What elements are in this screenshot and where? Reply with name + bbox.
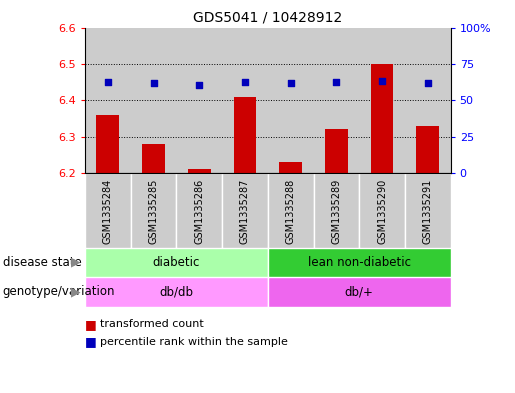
Bar: [131, 173, 176, 248]
Point: [286, 80, 295, 86]
Bar: [85, 277, 268, 307]
Bar: [279, 162, 302, 173]
Bar: [416, 126, 439, 173]
Bar: [314, 173, 359, 248]
Text: GSM1335289: GSM1335289: [331, 179, 341, 244]
Text: GSM1335285: GSM1335285: [148, 179, 159, 244]
Text: ▶: ▶: [71, 285, 80, 298]
Bar: [268, 248, 451, 277]
Text: disease state: disease state: [3, 256, 81, 269]
Bar: [268, 28, 314, 173]
Bar: [222, 28, 268, 173]
Bar: [405, 28, 451, 173]
Text: GSM1335284: GSM1335284: [103, 179, 113, 244]
Bar: [268, 277, 451, 307]
Bar: [85, 248, 268, 277]
Text: lean non-diabetic: lean non-diabetic: [307, 256, 410, 269]
Bar: [85, 173, 131, 248]
Point: [241, 79, 249, 85]
Bar: [371, 64, 393, 173]
Point: [378, 77, 386, 84]
Bar: [359, 28, 405, 173]
Bar: [131, 28, 176, 173]
Bar: [188, 169, 211, 173]
Text: diabetic: diabetic: [153, 256, 200, 269]
Bar: [85, 28, 131, 173]
Title: GDS5041 / 10428912: GDS5041 / 10428912: [193, 11, 342, 25]
Text: GSM1335286: GSM1335286: [194, 179, 204, 244]
Bar: [142, 144, 165, 173]
Point: [424, 80, 432, 86]
Text: GSM1335287: GSM1335287: [240, 179, 250, 244]
Bar: [359, 173, 405, 248]
Bar: [233, 97, 256, 173]
Text: ■: ■: [85, 335, 101, 349]
Bar: [222, 173, 268, 248]
Bar: [176, 28, 222, 173]
Text: GSM1335288: GSM1335288: [286, 179, 296, 244]
Bar: [176, 173, 222, 248]
Point: [104, 79, 112, 85]
Text: ▶: ▶: [71, 256, 80, 269]
Text: genotype/variation: genotype/variation: [3, 285, 115, 298]
Bar: [325, 129, 348, 173]
Point: [149, 80, 158, 86]
Bar: [268, 173, 314, 248]
Text: ■: ■: [85, 318, 101, 331]
Bar: [314, 28, 359, 173]
Text: transformed count: transformed count: [100, 319, 204, 329]
Text: GSM1335291: GSM1335291: [423, 179, 433, 244]
Text: db/db: db/db: [159, 285, 194, 298]
Text: percentile rank within the sample: percentile rank within the sample: [100, 337, 288, 347]
Point: [332, 79, 340, 85]
Bar: [96, 115, 119, 173]
Bar: [405, 173, 451, 248]
Point: [195, 82, 203, 88]
Text: GSM1335290: GSM1335290: [377, 179, 387, 244]
Text: db/+: db/+: [345, 285, 374, 298]
